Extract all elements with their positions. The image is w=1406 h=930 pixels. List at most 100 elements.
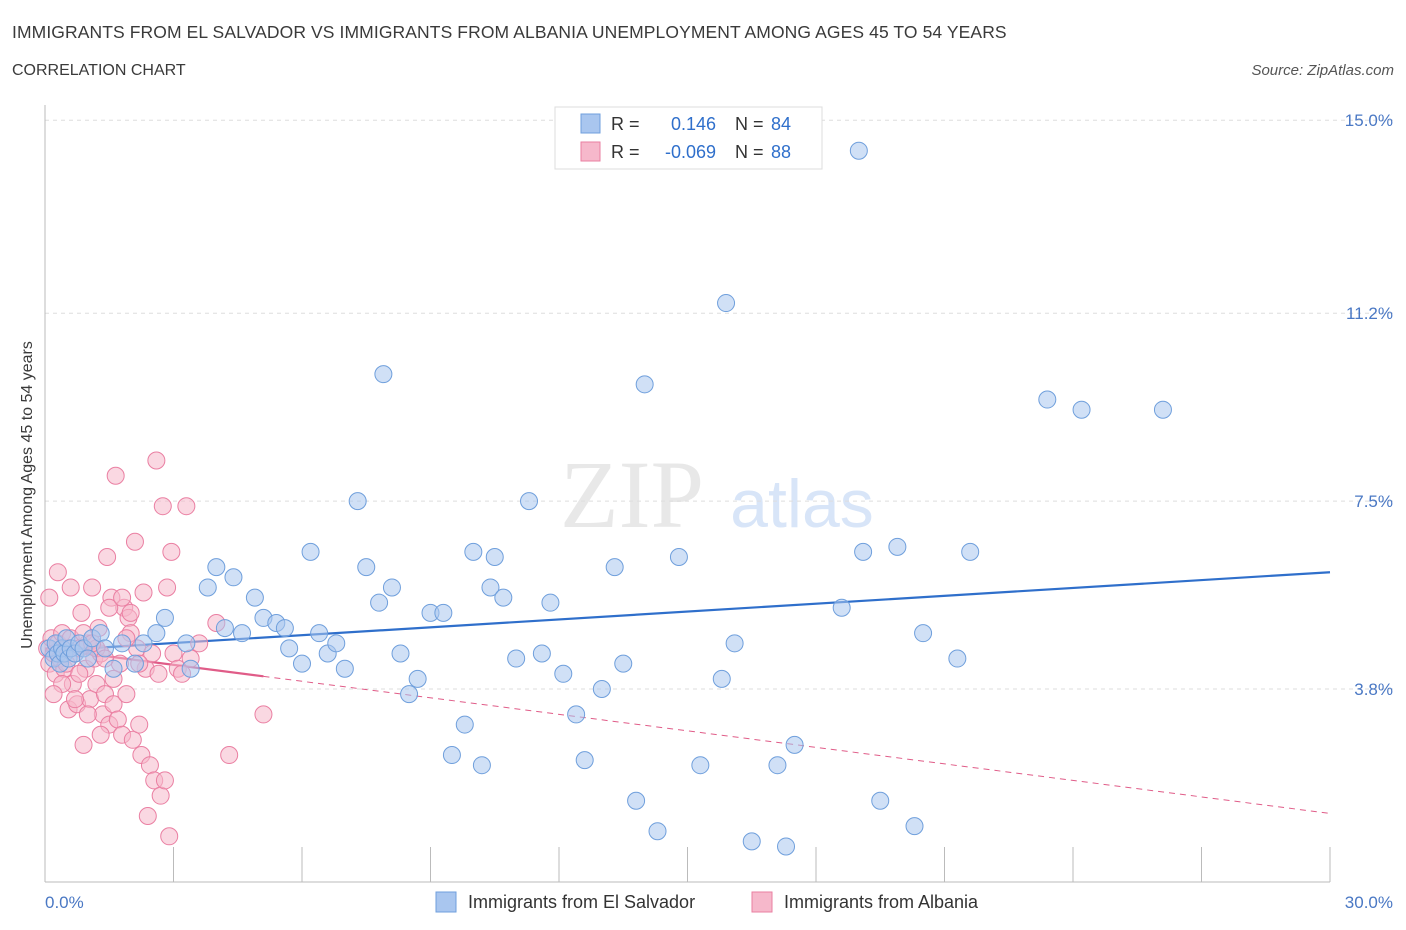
data-points [38,141,1172,856]
point-el-salvador [669,547,688,566]
point-el-salvador [310,624,329,643]
point-albania [83,578,102,597]
point-albania [121,603,140,622]
point-el-salvador [181,659,200,678]
point-albania [125,532,144,551]
point-el-salvador [648,822,667,841]
point-el-salvador [494,588,513,607]
point-albania [140,756,159,775]
point-el-salvador [567,705,586,724]
point-el-salvador [1153,400,1172,419]
point-el-salvador [605,558,624,577]
point-el-salvador [275,619,294,638]
point-albania [149,664,168,683]
point-el-salvador [357,558,376,577]
point-albania [123,730,142,749]
point-el-salvador [442,746,461,765]
point-el-salvador [370,593,389,612]
point-el-salvador [104,659,123,678]
watermark-zip: ZIP [560,441,704,548]
point-el-salvador [691,756,710,775]
point-albania [155,771,174,790]
point-el-salvador [854,542,873,561]
point-el-salvador [408,669,427,688]
y-tick-label: 15.0% [1345,111,1393,130]
point-el-salvador [293,654,311,673]
point-el-salvador [614,654,633,673]
point-el-salvador [233,624,252,643]
stats-legend: R = 0.146 N = 84 R = -0.069 N = 88 [554,106,823,170]
point-albania [48,563,67,582]
point-el-salvador [374,365,393,384]
point-el-salvador [1038,390,1057,409]
point-albania [138,806,157,825]
tick-labels: 3.8% 7.5% 11.2% 15.0% 0.0% 30.0% [45,111,1393,912]
point-el-salvador [177,634,196,653]
point-el-salvador [245,588,264,607]
point-albania [61,578,80,597]
point-albania [151,786,170,805]
point-el-salvador [78,649,97,668]
point-albania [40,588,59,607]
point-el-salvador [627,791,646,810]
point-el-salvador [472,756,491,775]
point-el-salvador [914,624,933,643]
point-el-salvador [155,608,174,627]
point-el-salvador [125,654,144,673]
y-tick-label: 3.8% [1354,680,1393,699]
point-el-salvador [207,558,226,577]
bottom-legend: Immigrants from El Salvador Immigrants f… [435,891,979,913]
point-el-salvador [391,644,410,663]
point-albania [130,715,149,734]
point-el-salvador [777,837,796,856]
legend-label-el-salvador: Immigrants from El Salvador [468,892,695,912]
point-el-salvador [1072,400,1091,419]
point-albania [158,578,177,597]
point-el-salvador [592,680,611,699]
point-albania [80,690,99,709]
point-el-salvador [554,664,573,683]
point-el-salvador [961,542,980,561]
point-el-salvador [507,649,526,668]
point-albania [160,827,179,846]
point-albania [147,451,166,470]
point-albania [254,705,273,724]
point-el-salvador [434,603,453,622]
point-el-salvador [481,578,500,597]
y-axis-title: Unemployment Among Ages 45 to 54 years [19,341,36,649]
x-tick-label: 30.0% [1345,893,1393,912]
point-albania [113,588,132,607]
point-albania [108,710,127,729]
point-el-salvador [785,735,804,754]
point-el-salvador [905,817,924,836]
point-albania [78,705,97,724]
point-albania [134,583,153,602]
point-el-salvador [541,593,560,612]
point-el-salvador [742,832,761,851]
stats-n-value-albania: 88 [771,142,791,162]
chart-title: IMMIGRANTS FROM EL SALVADOR VS IMMIGRANT… [12,22,1007,42]
point-el-salvador [382,578,401,597]
legend-swatch-el-salvador [435,891,457,913]
point-el-salvador [215,619,234,638]
x-tick-label: 0.0% [45,893,84,912]
point-albania [220,746,239,765]
point-el-salvador [400,685,419,704]
point-el-salvador [948,649,967,668]
point-el-salvador [485,547,504,566]
point-el-salvador [224,568,243,587]
source-credit: Source: ZipAtlas.com [1251,62,1394,79]
stats-r-label-el-salvador: R = [611,114,640,134]
point-el-salvador [301,542,320,561]
point-el-salvador [91,624,110,643]
point-el-salvador [113,634,132,653]
point-albania [70,664,89,683]
watermark-atlas: atlas [730,466,874,542]
point-albania [162,542,181,561]
point-el-salvador [888,537,907,556]
y-tick-label: 7.5% [1354,492,1393,511]
point-el-salvador [871,791,890,810]
point-albania [117,685,136,704]
point-el-salvador [348,492,367,511]
